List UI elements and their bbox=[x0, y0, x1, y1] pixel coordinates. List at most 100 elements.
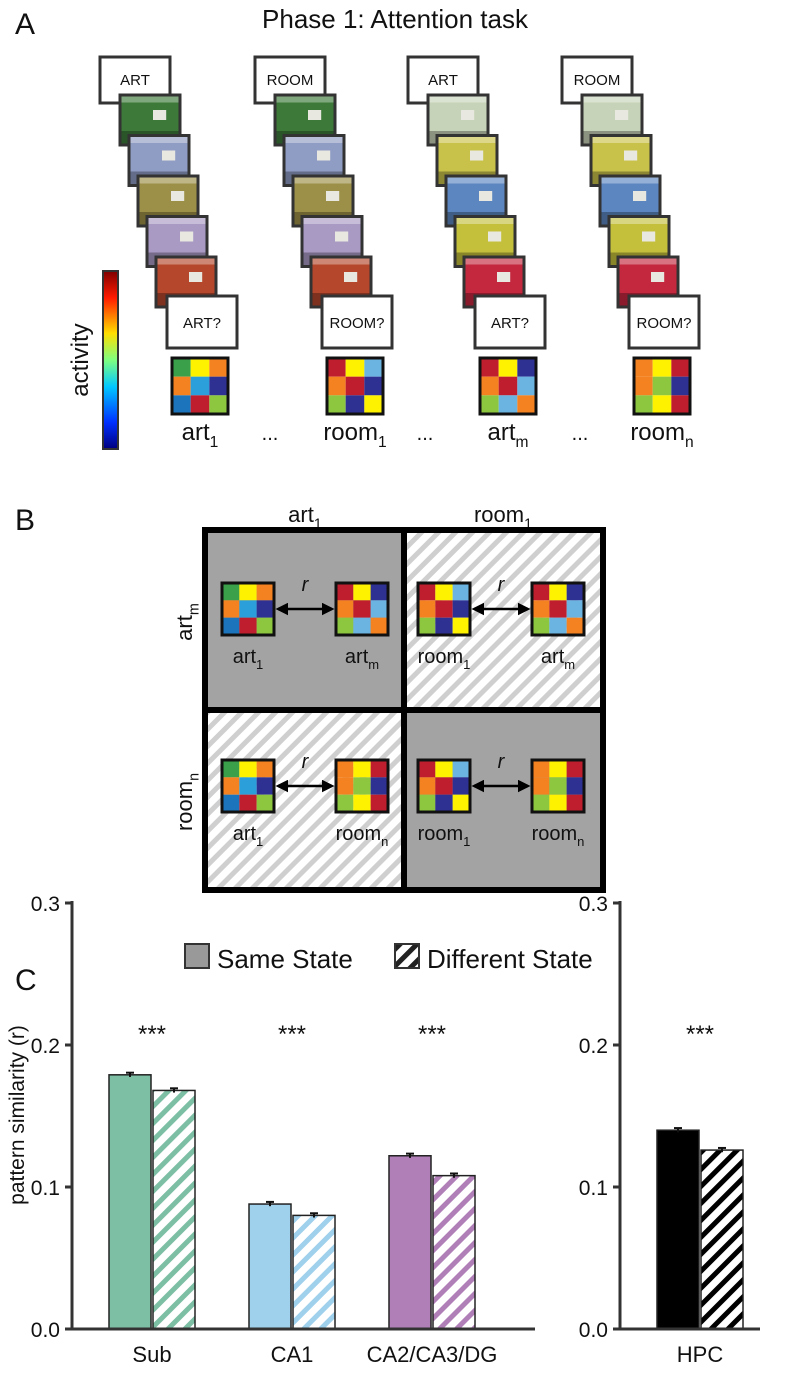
room-picture bbox=[326, 191, 340, 201]
y-tick-label: 0.1 bbox=[579, 1177, 608, 1200]
pattern-cell bbox=[336, 760, 354, 778]
probe-box bbox=[473, 294, 547, 350]
legend-swatch bbox=[184, 943, 210, 969]
pattern-cell bbox=[549, 777, 567, 795]
row-label-base: room bbox=[172, 781, 197, 831]
activity-pattern bbox=[220, 758, 276, 814]
room-picture bbox=[642, 231, 656, 242]
pattern-frame bbox=[334, 581, 390, 637]
error-bar bbox=[126, 1071, 134, 1077]
room-picture bbox=[162, 150, 176, 161]
pattern-frame bbox=[220, 758, 276, 814]
pattern-cell bbox=[549, 583, 567, 601]
pattern-cell bbox=[634, 358, 653, 377]
cue-text: ROOM bbox=[267, 72, 314, 89]
pattern-cell bbox=[517, 376, 536, 396]
cell-label-index: 1 bbox=[463, 834, 470, 849]
room-picture bbox=[344, 272, 358, 282]
pattern-cell bbox=[222, 794, 240, 812]
pattern-cell bbox=[336, 617, 354, 635]
pattern-cell bbox=[256, 583, 274, 601]
cue-text: ART bbox=[428, 72, 458, 89]
activity-pattern bbox=[334, 581, 390, 637]
pattern-cell bbox=[370, 777, 388, 795]
cell-label-index: m bbox=[368, 657, 379, 672]
pattern-cell bbox=[532, 583, 550, 601]
colorbar bbox=[102, 270, 119, 450]
room-picture bbox=[335, 231, 349, 242]
pattern-cell bbox=[532, 777, 550, 795]
activity-pattern bbox=[220, 581, 276, 637]
cue-text: ROOM bbox=[574, 72, 621, 89]
bar bbox=[152, 1089, 196, 1330]
pattern-cell bbox=[435, 777, 453, 795]
y-tick-label: 0.2 bbox=[579, 1035, 608, 1058]
room-picture bbox=[651, 272, 665, 282]
error-bar bbox=[310, 1212, 318, 1218]
pattern-cell bbox=[239, 794, 257, 812]
room-ceiling bbox=[437, 135, 497, 143]
cell-label: room1 bbox=[418, 823, 471, 849]
probe-box bbox=[320, 294, 394, 350]
error-bar bbox=[266, 1200, 274, 1207]
cell-label-base: art bbox=[233, 646, 257, 668]
pattern-cell bbox=[480, 358, 499, 377]
probe-box bbox=[165, 294, 239, 350]
cell-label-index: 1 bbox=[256, 834, 263, 849]
cell-label-base: art bbox=[541, 646, 565, 668]
significance: *** bbox=[278, 1021, 306, 1048]
pattern-cell bbox=[532, 760, 550, 778]
pattern-cell bbox=[418, 583, 436, 601]
error-bar bbox=[406, 1152, 414, 1158]
legend-label: Same State bbox=[217, 944, 353, 974]
pattern-cell bbox=[480, 395, 499, 414]
pattern-cell bbox=[222, 760, 240, 778]
pattern-cell bbox=[652, 376, 672, 396]
pattern-label-base: art bbox=[487, 419, 515, 446]
pattern-cell bbox=[418, 617, 436, 635]
room-ceiling bbox=[302, 216, 362, 224]
room-picture bbox=[461, 110, 475, 120]
row-label-base: art bbox=[172, 615, 197, 641]
activity-pattern bbox=[530, 581, 586, 637]
room-ceiling bbox=[147, 216, 207, 224]
pattern-frame bbox=[416, 581, 472, 637]
room-ceiling bbox=[293, 176, 353, 184]
row-label-index: n bbox=[187, 773, 203, 781]
pattern-cell bbox=[239, 760, 257, 778]
room-ceiling bbox=[129, 135, 189, 143]
similarity-symbol: r bbox=[498, 574, 506, 596]
pattern-cell bbox=[190, 358, 210, 377]
pattern-cell bbox=[353, 617, 371, 635]
pattern-cell bbox=[370, 760, 388, 778]
pattern-label-base: art bbox=[182, 419, 210, 446]
pattern-cell bbox=[452, 617, 470, 635]
pattern-cell bbox=[435, 794, 453, 812]
activity-pattern bbox=[334, 758, 390, 814]
room-ceiling bbox=[446, 176, 506, 184]
pattern-cell bbox=[336, 600, 354, 618]
pattern-cell bbox=[364, 395, 383, 414]
cell-label-base: room bbox=[418, 646, 464, 668]
pattern-cell bbox=[566, 794, 584, 812]
pattern-cell bbox=[452, 777, 470, 795]
pattern-cell bbox=[364, 376, 383, 396]
pattern-cell bbox=[418, 794, 436, 812]
probe-box bbox=[627, 294, 701, 350]
room-ceiling bbox=[582, 95, 642, 103]
pattern-cell bbox=[336, 583, 354, 601]
pattern-cell bbox=[239, 583, 257, 601]
pattern-cell bbox=[517, 358, 536, 377]
pattern-cell bbox=[370, 600, 388, 618]
pattern-cell bbox=[566, 777, 584, 795]
pattern-cell bbox=[634, 395, 653, 414]
pattern-cell bbox=[336, 777, 354, 795]
bar bbox=[656, 1129, 700, 1330]
pattern-cell bbox=[256, 600, 274, 618]
pattern-cell bbox=[209, 395, 228, 414]
pattern-cell bbox=[634, 376, 653, 396]
room-ceiling bbox=[156, 257, 216, 265]
column-label: art1 bbox=[288, 502, 322, 533]
cell-label-index: n bbox=[381, 834, 388, 849]
